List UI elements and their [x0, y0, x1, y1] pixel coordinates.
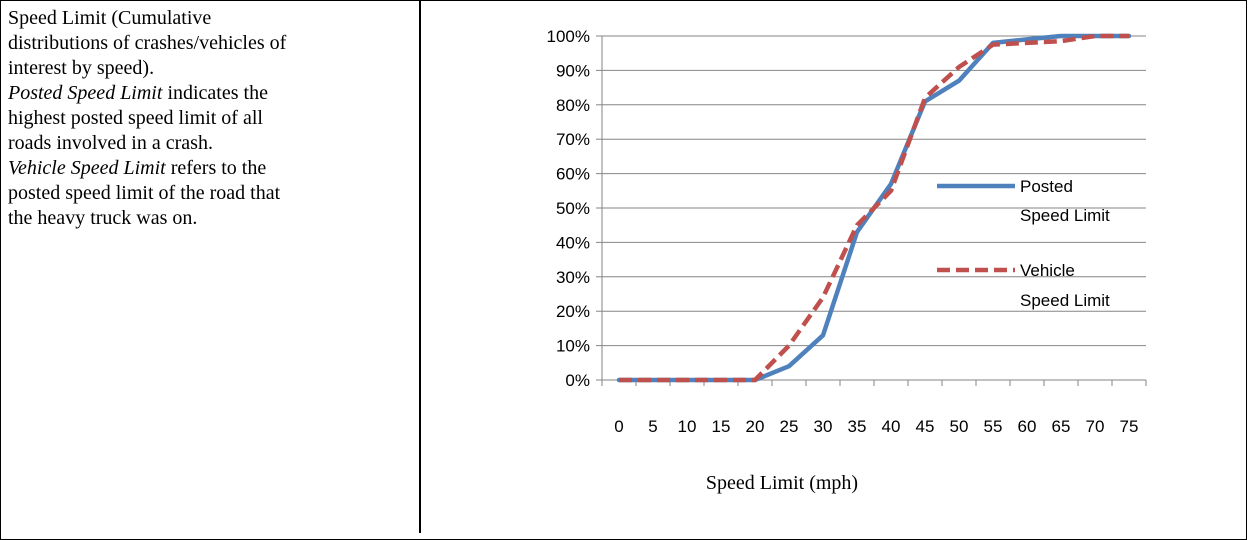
- legend-label: Speed Limit: [1020, 291, 1110, 310]
- desc-line: highest posted speed limit of all: [8, 107, 263, 129]
- y-tick-label: 60%: [556, 165, 590, 184]
- y-tick-labels: 0% 10% 20% 30% 40% 50% 60% 70% 80% 90% 100%: [547, 27, 590, 390]
- desc-posted-line: Posted Speed Limit indicates the: [8, 81, 408, 106]
- y-tick-label: 100%: [547, 27, 590, 46]
- x-tick-label: 10: [678, 417, 697, 436]
- x-tick-label: 50: [950, 417, 969, 436]
- posted-speed-limit-term: Posted Speed Limit: [8, 82, 163, 104]
- x-tick-label: 65: [1052, 417, 1071, 436]
- x-tick-label: 0: [614, 417, 623, 436]
- x-tick-label: 75: [1120, 417, 1139, 436]
- desc-text: refers to the: [165, 157, 267, 179]
- column-divider: [419, 0, 421, 533]
- legend-label: Speed Limit: [1020, 206, 1110, 225]
- x-tick-label: 15: [712, 417, 731, 436]
- y-tick-label: 30%: [556, 268, 590, 287]
- desc-line: Speed Limit (Cumulative: [8, 7, 212, 29]
- series-line-vehicle: [619, 33, 1129, 383]
- description-text: Speed Limit (Cumulative distributions of…: [8, 6, 408, 231]
- y-tick-label: 80%: [556, 96, 590, 115]
- desc-line: posted speed limit of the road that: [8, 182, 281, 204]
- y-tick-label: 0%: [565, 371, 590, 390]
- x-tick-labels: 0 5 10 15 20 25 30 35 40 45 50 55 60 65 70 75: [614, 417, 1138, 436]
- desc-line: the heavy truck was on.: [8, 207, 198, 229]
- x-tick-label: 40: [882, 417, 901, 436]
- legend-label: Posted: [1020, 177, 1073, 196]
- x-tick-label: 20: [746, 417, 765, 436]
- cumulative-speed-chart: 0% 10% 20% 30% 40% 50% 60% 70% 80% 90% 100% 0 5 10 15…: [547, 27, 1147, 494]
- desc-line: roads involved in a crash.: [8, 132, 213, 154]
- x-tick-label: 70: [1086, 417, 1105, 436]
- vehicle-speed-limit-term: Vehicle Speed Limit: [8, 157, 166, 179]
- x-tick-label: 25: [780, 417, 799, 436]
- legend: Posted Speed Limit Vehicle Speed Limit: [937, 177, 1110, 310]
- x-tick-label: 60: [1018, 417, 1037, 436]
- x-tick-label: 55: [984, 417, 1003, 436]
- desc-line: distributions of crashes/vehicles of: [8, 32, 287, 54]
- x-tick-label: 45: [916, 417, 935, 436]
- x-tick-label: 30: [814, 417, 833, 436]
- desc-text: indicates the: [162, 82, 268, 104]
- y-tick-label: 40%: [556, 233, 590, 252]
- desc-line: interest by speed).: [8, 57, 155, 79]
- y-tick-label: 20%: [556, 302, 590, 321]
- legend-label: Vehicle: [1020, 261, 1075, 280]
- desc-vehicle-line: Vehicle Speed Limit refers to the: [8, 156, 408, 181]
- x-axis-title: Speed Limit (mph): [706, 472, 858, 494]
- y-tick-label: 70%: [556, 130, 590, 149]
- y-tick-label: 10%: [556, 337, 590, 356]
- x-tick-label: 5: [648, 417, 657, 436]
- x-tick-label: 35: [848, 417, 867, 436]
- y-tick-label: 50%: [556, 199, 590, 218]
- series-lines: [616, 33, 1132, 383]
- y-tick-label: 90%: [556, 61, 590, 80]
